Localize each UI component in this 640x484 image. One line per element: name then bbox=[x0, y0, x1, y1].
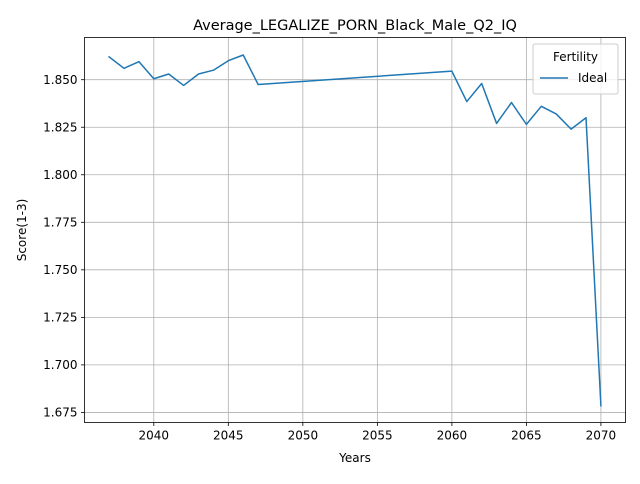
y-tick-label: 1.700 bbox=[43, 358, 77, 372]
x-tick-label: 2050 bbox=[288, 429, 319, 443]
y-axis-label: Score(1-3) bbox=[15, 199, 29, 262]
plot-frame bbox=[84, 37, 626, 423]
legend: Fertility Ideal bbox=[532, 43, 619, 95]
y-tick-label: 1.675 bbox=[43, 406, 77, 420]
y-tick-label: 1.725 bbox=[43, 311, 77, 325]
y-tick-label: 1.850 bbox=[43, 73, 77, 87]
y-tick-label: 1.775 bbox=[43, 216, 77, 230]
legend-entry-ideal: Ideal bbox=[578, 71, 607, 85]
x-tick-label: 2070 bbox=[586, 429, 617, 443]
x-axis-label: Years bbox=[338, 451, 371, 465]
y-tick-label: 1.750 bbox=[43, 263, 77, 277]
grid-lines bbox=[84, 37, 626, 423]
series-layer bbox=[108, 54, 602, 407]
y-tick-label: 1.800 bbox=[43, 168, 77, 182]
x-tick-label: 2055 bbox=[362, 429, 393, 443]
legend-box bbox=[532, 43, 619, 95]
axis-ticks: 2040 2045 2050 2055 2060 2065 2070 1.675 1.700 1.… bbox=[43, 73, 616, 442]
legend-title: Fertility bbox=[553, 50, 598, 64]
chart-title: Average_LEGALIZE_PORN_Black_Male_Q2_IQ bbox=[193, 18, 517, 34]
x-tick-label: 2045 bbox=[213, 429, 244, 443]
x-tick-label: 2060 bbox=[437, 429, 468, 443]
y-tick-label: 1.825 bbox=[43, 121, 77, 135]
x-tick-label: 2040 bbox=[139, 429, 170, 443]
series-line-ideal bbox=[108, 54, 602, 407]
x-tick-label: 2065 bbox=[511, 429, 542, 443]
